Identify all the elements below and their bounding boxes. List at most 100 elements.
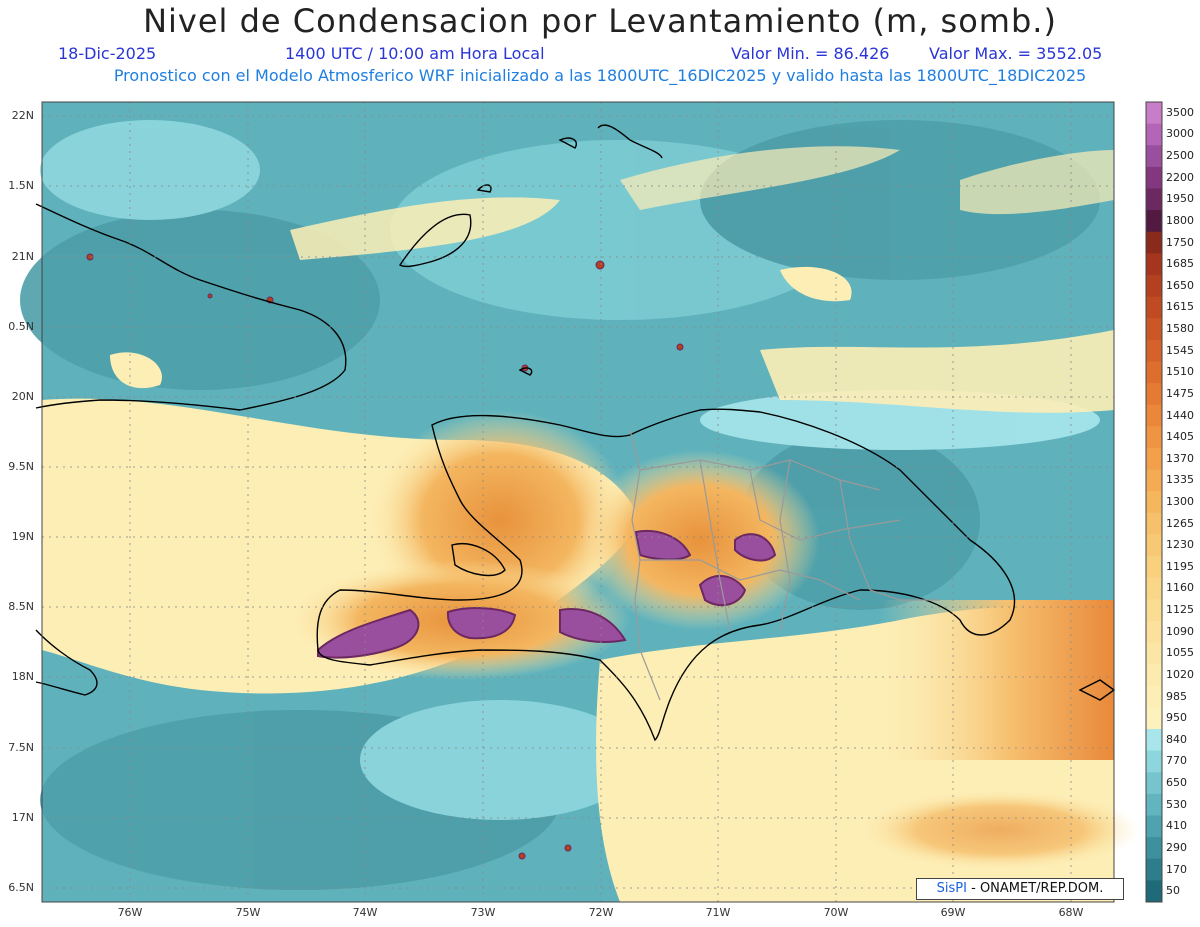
credit-box: SisPI - ONAMET/REP.DOM. (916, 878, 1124, 900)
forecast-description: Pronostico con el Modelo Atmosferico WRF… (113, 66, 1087, 85)
colorbar-swatch (1146, 491, 1162, 514)
colorbar-label: 290 (1166, 840, 1187, 854)
lat-label: 0.5N (8, 320, 34, 333)
lon-label: 75W (235, 906, 261, 919)
colorbar-label: 1090 (1166, 624, 1194, 638)
max-value-label: Valor Max. = 3552.05 (929, 44, 1103, 63)
colorbar-label: 2500 (1166, 149, 1194, 163)
colorbar-label: 1265 (1166, 516, 1194, 530)
colorbar-swatch (1146, 274, 1162, 298)
min-value-label: Valor Min. = 86.426 (731, 44, 890, 63)
lat-label: 9.5N (8, 460, 34, 473)
isolated-cells (86, 253, 684, 860)
colorbar-label: 1800 (1166, 213, 1194, 227)
lat-label: 22N (11, 109, 34, 122)
colorbar-swatch (1146, 858, 1162, 881)
colorbar-swatch (1146, 793, 1162, 817)
time-label: 1400 UTC / 10:00 am Hora Local (285, 44, 545, 63)
colorbar-swatch (1146, 231, 1162, 254)
colorbar-swatch (1146, 426, 1162, 449)
colorbar-swatch (1146, 318, 1162, 341)
lon-label: 70W (823, 906, 849, 919)
colorbar-swatch (1146, 253, 1162, 276)
lon-label: 71W (705, 906, 731, 919)
colorbar-label: 1750 (1166, 235, 1194, 249)
colorbar-label: 1160 (1166, 581, 1194, 595)
colorbar-label: 1195 (1166, 559, 1194, 573)
colorbar-label: 770 (1166, 754, 1187, 768)
colorbar-label: 1055 (1166, 646, 1194, 660)
colorbar-swatch (1146, 383, 1162, 406)
colorbar-label: 985 (1166, 689, 1187, 703)
colorbar-label: 1405 (1166, 430, 1194, 444)
high-lcl-patches (317, 529, 777, 659)
colorbar-label: 1510 (1166, 365, 1194, 379)
colorbar-label: 950 (1166, 711, 1187, 725)
lat-label: 7.5N (8, 741, 34, 754)
colorbar-swatch (1146, 123, 1162, 146)
colorbar-swatch (1146, 404, 1162, 427)
lat-label: 17N (11, 811, 34, 824)
colorbar-label: 840 (1166, 732, 1187, 746)
lon-label: 72W (588, 906, 614, 919)
colorbar-label: 1950 (1166, 192, 1194, 206)
colorbar-label: 1230 (1166, 538, 1194, 552)
lon-label: 76W (117, 906, 143, 919)
lon-label: 68W (1058, 906, 1084, 919)
colorbar-swatch (1146, 577, 1162, 600)
colorbar-label: 1580 (1166, 322, 1194, 336)
map-title: Nivel de Condensacion por Levantamiento … (143, 2, 1057, 40)
hispaniola-coast (316, 408, 1016, 742)
graticule (42, 102, 1114, 902)
colorbar-label: 1370 (1166, 451, 1194, 465)
lat-label: 6.5N (8, 881, 34, 894)
colorbar-swatch (1146, 642, 1162, 665)
plot-frame (41, 101, 1115, 903)
lon-label: 69W (940, 906, 966, 919)
colorbar-swatch (1146, 729, 1162, 752)
colorbar-frame (1145, 101, 1163, 903)
colorbar-swatch (1146, 361, 1162, 384)
colorbar-swatch (1146, 145, 1162, 168)
colorbar-swatch (1146, 102, 1162, 125)
colorbar-swatch (1146, 534, 1162, 557)
colorbar-label: 50 (1166, 884, 1180, 898)
colorbar-label: 1440 (1166, 408, 1194, 422)
colorbar-swatch (1146, 685, 1162, 708)
lon-label: 73W (470, 906, 496, 919)
colorbar-label: 170 (1166, 862, 1187, 876)
lat-label: 19N (11, 530, 34, 543)
colorbar-label: 1020 (1166, 667, 1194, 681)
colorbar-label: 2200 (1166, 170, 1194, 184)
colorbar-swatch (1146, 469, 1162, 492)
lat-label: 21N (11, 250, 34, 263)
province-borders (629, 429, 940, 701)
lat-label: 8.5N (8, 600, 34, 613)
lon-label: 74W (352, 906, 378, 919)
coastlines (35, 124, 1116, 742)
sispi-logo: SisPI (936, 881, 967, 896)
gonave-island (451, 543, 506, 577)
colorbar-swatch (1146, 707, 1162, 730)
colorbar-label: 410 (1166, 819, 1187, 833)
colorbar-label: 1650 (1166, 278, 1194, 292)
lat-label: 20N (11, 390, 34, 403)
credit-org: - ONAMET/REP.DOM. (966, 881, 1104, 896)
colorbar-label: 3500 (1166, 105, 1194, 119)
colorbar-swatch (1146, 556, 1162, 579)
colorbar-swatch (1146, 772, 1162, 795)
date-label: 18-Dic-2025 (58, 44, 157, 63)
colorbar-label: 1685 (1166, 257, 1194, 271)
colorbar-swatch (1146, 599, 1162, 622)
puerto-rico-east (1078, 679, 1116, 701)
colorbar-swatch (1146, 815, 1162, 838)
colorbar-swatch (1146, 188, 1162, 211)
colorbar-swatch (1146, 837, 1162, 860)
lat-label: 1.5N (8, 179, 34, 192)
colorbar-swatch (1146, 339, 1162, 362)
colorbar-swatch (1146, 620, 1162, 644)
colorbar-label: 3000 (1166, 127, 1194, 141)
colorbar-swatch (1146, 210, 1162, 233)
colorbar-label: 650 (1166, 776, 1187, 790)
